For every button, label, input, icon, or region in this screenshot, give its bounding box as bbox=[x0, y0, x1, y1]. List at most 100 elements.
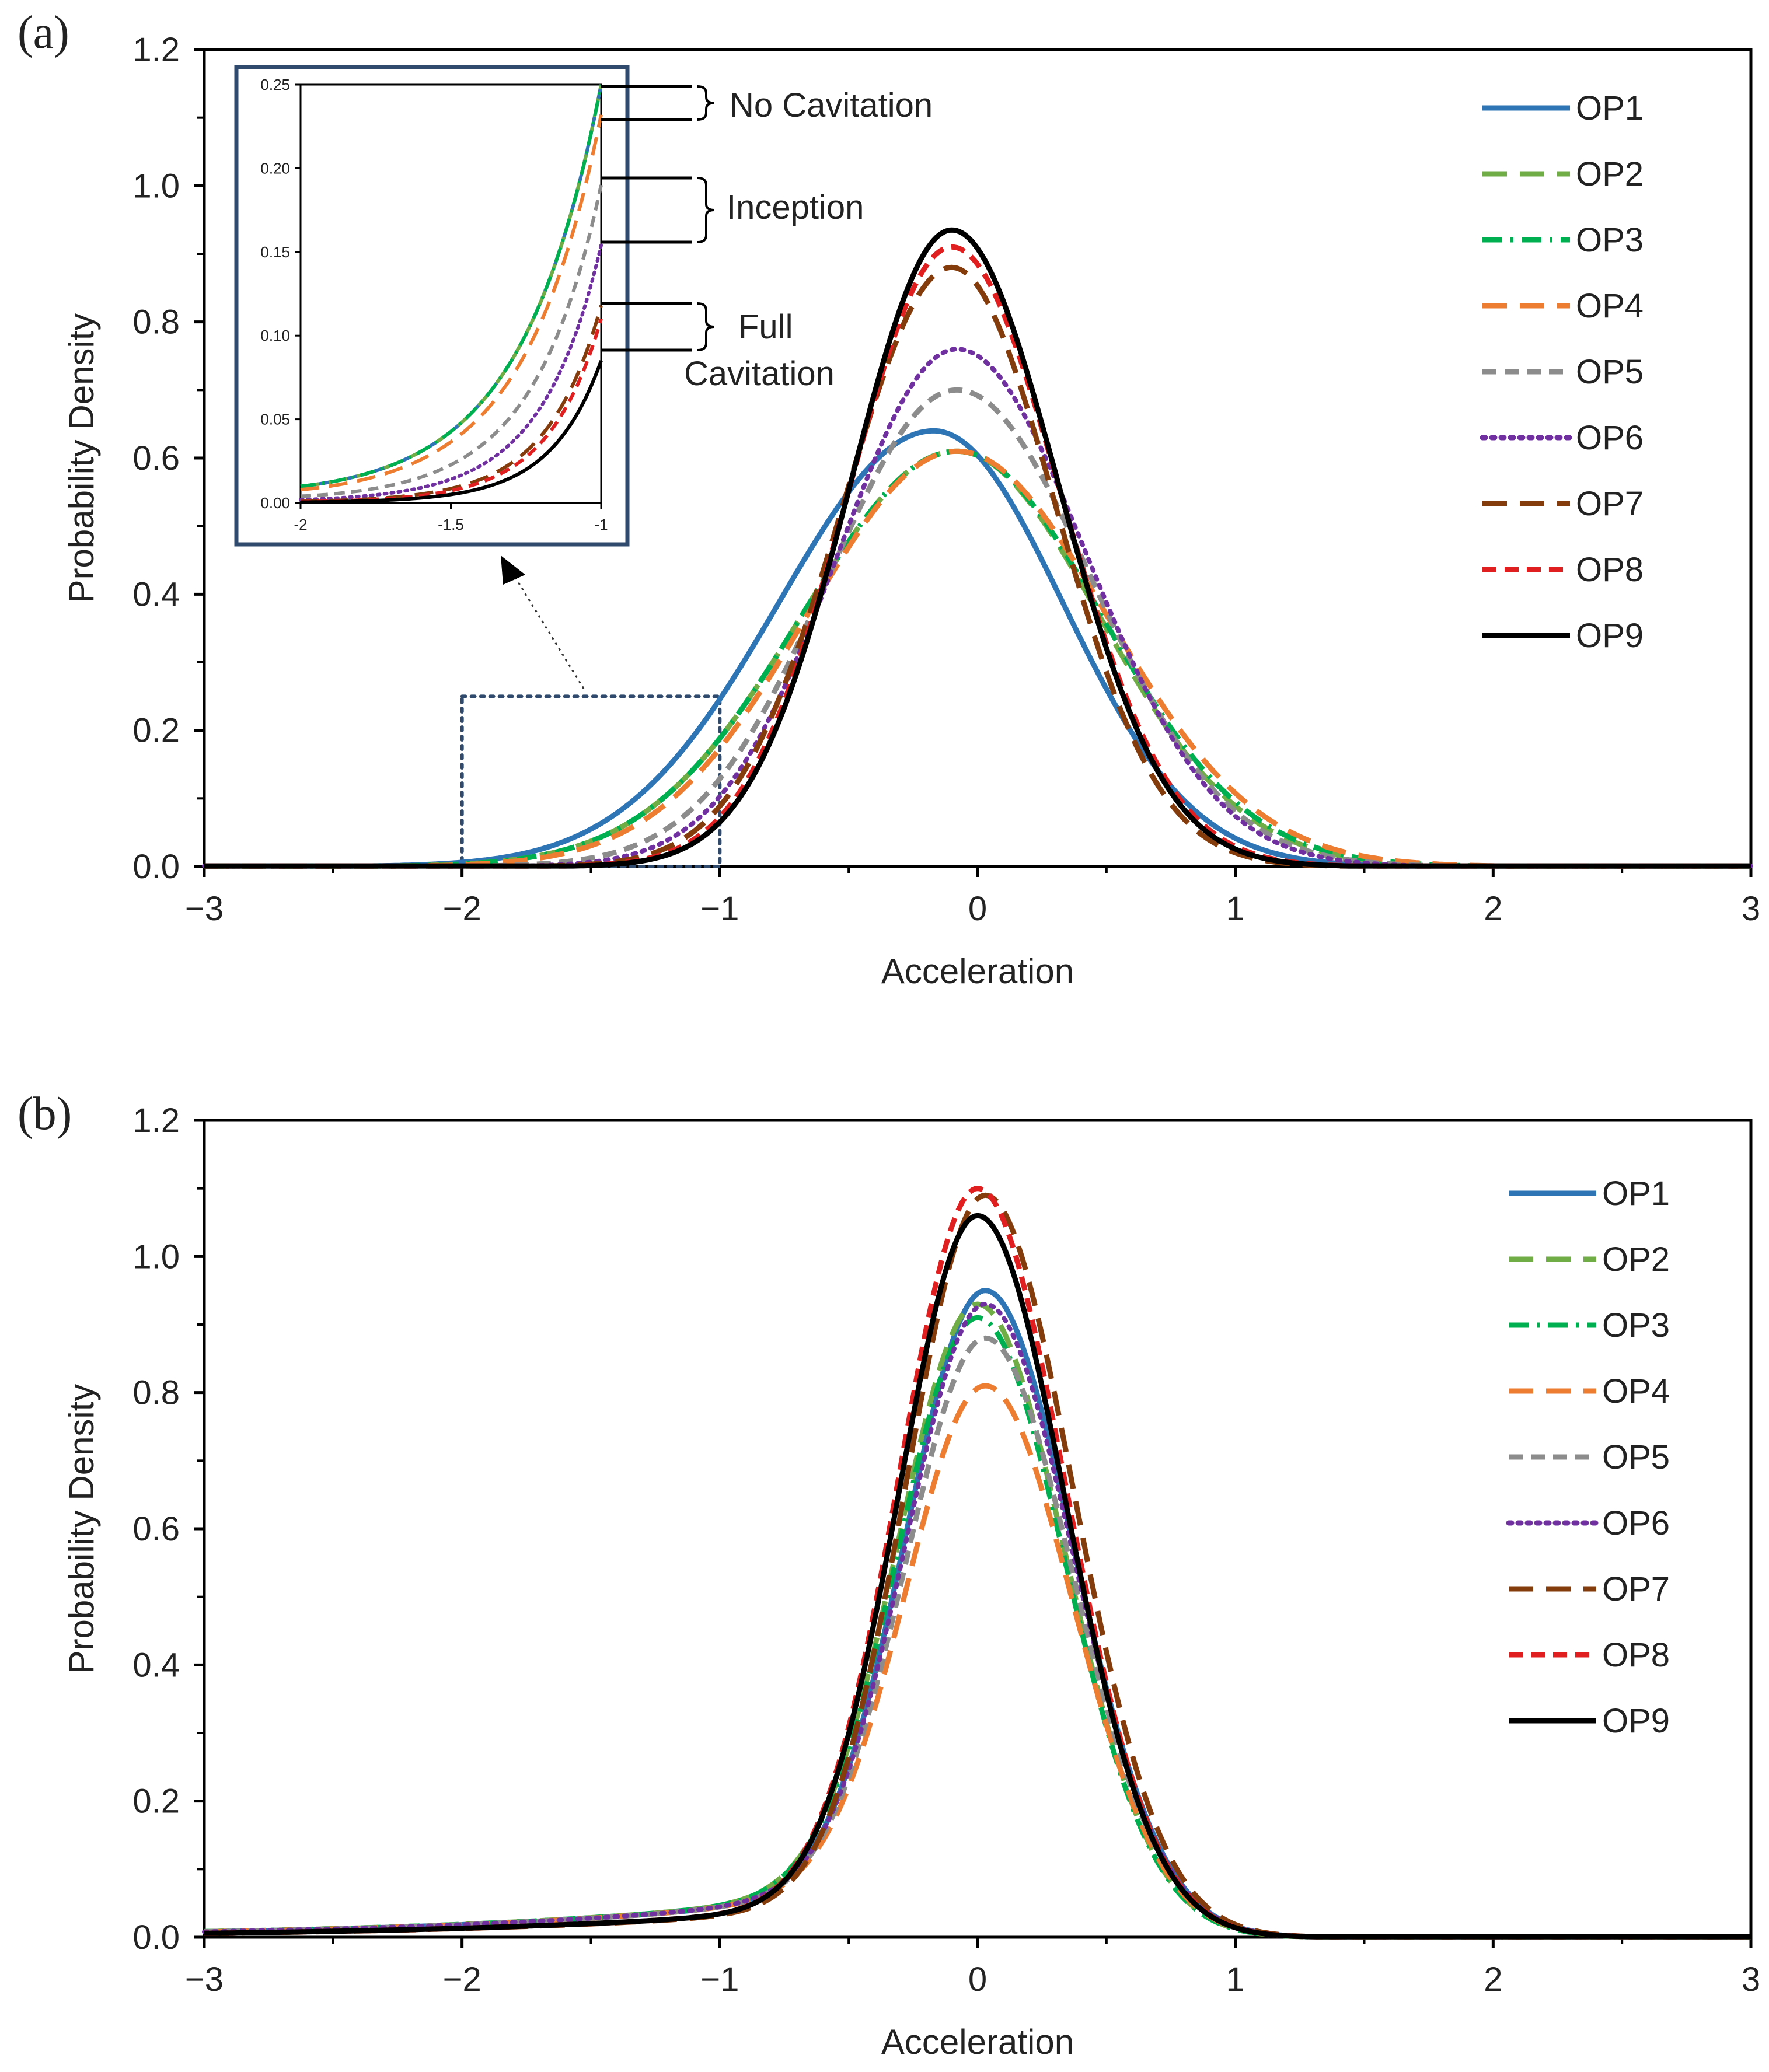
inset-series-op9 bbox=[300, 360, 603, 504]
panel-a-x-tick-label: 0 bbox=[968, 890, 987, 928]
brace-full-cavitation bbox=[697, 302, 715, 351]
panel-a-y-tick-label: 0.8 bbox=[132, 303, 180, 341]
panel-b-legend-label-op4: OP4 bbox=[1602, 1372, 1670, 1410]
panel-a-x-tick-label: 2 bbox=[1484, 890, 1502, 928]
panel-a-x-axis-title: Acceleration bbox=[881, 952, 1074, 991]
panel-b-legend-label-op1: OP1 bbox=[1602, 1175, 1670, 1213]
panel-a-series-op9 bbox=[204, 227, 1751, 869]
panel-a-series-op6 bbox=[202, 347, 1753, 869]
panel-a-legend: OP1 OP2 OP3 OP4 OP5 OP6 OP7 OP8 OP9 bbox=[1480, 89, 1644, 655]
panel-b-legend-label-op9: OP9 bbox=[1602, 1702, 1670, 1740]
panel-a-y-tick-label: 0.0 bbox=[132, 848, 180, 886]
panel-b-plot-frame bbox=[203, 1119, 1753, 1939]
panel-a-legend-label-op5: OP5 bbox=[1576, 353, 1644, 391]
panel-b-x-tick-label: 3 bbox=[1742, 1961, 1760, 1998]
panel-b-legend-label-op7: OP7 bbox=[1602, 1570, 1670, 1608]
panel-b-series-op2 bbox=[204, 1301, 1751, 1940]
panel-b-x-tick-label: 1 bbox=[1226, 1961, 1245, 1998]
panel-a-y-tick-label: 1.0 bbox=[132, 167, 180, 205]
panel-a-legend-label-op6: OP6 bbox=[1576, 419, 1644, 457]
panel-b-series bbox=[202, 1186, 1753, 1940]
panel-a-legend-label-op3: OP3 bbox=[1576, 221, 1644, 259]
panel-a-y-tick-label: 0.4 bbox=[132, 575, 180, 613]
panel-b-y-tick-label: 0.4 bbox=[132, 1646, 180, 1684]
panel-b-x-tick-label: −1 bbox=[700, 1961, 739, 1998]
annotation-full: Full bbox=[738, 308, 793, 346]
panel-b-series-op4 bbox=[204, 1383, 1751, 1940]
panel-b-axes: −3 −2 −1 0 1 2 3 0.0 0.2 0.4 0.6 0.8 1.0 1.2 bbox=[132, 1102, 1760, 1998]
panel-a-legend-label-op2: OP2 bbox=[1576, 155, 1644, 193]
inset-x-tick-label: -1.5 bbox=[438, 516, 464, 533]
inset-series-op6 bbox=[299, 243, 603, 502]
inset-series-op5 bbox=[300, 184, 603, 498]
inset-series-op3 bbox=[300, 84, 603, 488]
panel-b-label: (b) bbox=[18, 1088, 72, 1140]
annotation-cavitation: Cavitation bbox=[684, 355, 835, 393]
panel-a-legend-label-op1: OP1 bbox=[1576, 89, 1644, 127]
panel-a: (a) −3 −2 −1 0 1 2 3 0.0 0.2 0.4 0.6 0.8 1.0 1.2 Acce… bbox=[18, 7, 1760, 991]
panel-a-series bbox=[202, 227, 1753, 869]
panel-a-x-tick-label: −2 bbox=[443, 890, 481, 928]
inset-y-tick-label: 0.05 bbox=[260, 411, 290, 428]
inset-x-tick-label: -1 bbox=[594, 516, 608, 533]
panel-b-legend-label-op6: OP6 bbox=[1602, 1504, 1670, 1542]
zoom-arrow-line bbox=[512, 574, 585, 689]
panel-b-x-tick-label: −2 bbox=[443, 1961, 481, 1998]
panel-a-y-tick-label: 0.2 bbox=[132, 712, 180, 750]
cavitation-annotations: No Cavitation Inception Full Cavitation bbox=[601, 85, 933, 393]
annotation-inception: Inception bbox=[727, 188, 864, 226]
panel-a-label: (a) bbox=[18, 7, 69, 58]
panel-b-x-tick-label: 0 bbox=[968, 1961, 987, 1998]
panel-b-legend-label-op8: OP8 bbox=[1602, 1636, 1670, 1674]
panel-b-legend-label-op5: OP5 bbox=[1602, 1438, 1670, 1476]
brace-inception bbox=[697, 177, 715, 243]
panel-b-x-tick-label: −3 bbox=[185, 1961, 224, 1998]
inset-series-op4 bbox=[300, 114, 603, 492]
panel-b-x-axis-title: Acceleration bbox=[881, 2022, 1074, 2061]
panel-a-legend-label-op8: OP8 bbox=[1576, 551, 1644, 589]
inset-y-tick-label: 0.00 bbox=[260, 494, 290, 512]
inset-zoom: -2 -1.5 -1 0.00 0.05 0.10 0.15 0.20 0.25 bbox=[234, 65, 630, 547]
panel-b-legend-label-op3: OP3 bbox=[1602, 1306, 1670, 1344]
zoom-arrow-head bbox=[501, 555, 525, 585]
zoom-region bbox=[460, 555, 722, 869]
brace-no-cavitation bbox=[697, 85, 715, 121]
inset-series-op7 bbox=[301, 305, 603, 504]
panel-b-y-tick-label: 0.8 bbox=[132, 1374, 180, 1412]
panel-b-series-op5 bbox=[204, 1335, 1751, 1940]
inset-y-tick-label: 0.25 bbox=[260, 76, 290, 93]
panel-b-y-tick-label: 0.6 bbox=[132, 1510, 180, 1548]
inset-y-tick-label: 0.20 bbox=[260, 159, 290, 177]
panel-b-series-op6 bbox=[202, 1301, 1753, 1940]
panel-a-y-axis-title: Probability Density bbox=[62, 313, 101, 603]
zoom-region-box bbox=[460, 694, 722, 869]
panel-b-series-op8 bbox=[204, 1186, 1751, 1940]
inset-y-tick-label: 0.15 bbox=[260, 243, 290, 261]
inset-x-tick-label: -2 bbox=[294, 516, 307, 533]
panel-b-y-tick-label: 0.0 bbox=[132, 1919, 180, 1956]
panel-a-y-tick-label: 1.2 bbox=[132, 31, 180, 69]
panel-a-y-tick-label: 0.6 bbox=[132, 439, 180, 477]
panel-a-axes: −3 −2 −1 0 1 2 3 0.0 0.2 0.4 0.6 0.8 1.0 1.2 bbox=[132, 31, 1760, 928]
panel-b-y-tick-label: 1.0 bbox=[132, 1238, 180, 1276]
panel-b-series-op3 bbox=[204, 1315, 1751, 1940]
panel-b-legend-label-op2: OP2 bbox=[1602, 1241, 1670, 1278]
panel-a-legend-label-op7: OP7 bbox=[1576, 485, 1644, 523]
panel-b-x-tick-label: 2 bbox=[1484, 1961, 1502, 1998]
panel-a-legend-label-op9: OP9 bbox=[1576, 617, 1644, 655]
panel-a-legend-label-op4: OP4 bbox=[1576, 287, 1644, 325]
panel-a-x-tick-label: −3 bbox=[185, 890, 224, 928]
panel-b-y-tick-label: 1.2 bbox=[132, 1102, 180, 1140]
panel-a-x-tick-label: −1 bbox=[700, 890, 739, 928]
panel-b-legend: OP1 OP2 OP3 OP4 OP5 OP6 OP7 OP8 OP9 bbox=[1506, 1175, 1670, 1740]
panel-b-y-tick-label: 0.2 bbox=[132, 1783, 180, 1821]
inset-y-tick-label: 0.10 bbox=[260, 327, 290, 344]
inset-border bbox=[234, 65, 630, 547]
annotation-no-cavitation: No Cavitation bbox=[730, 86, 933, 124]
panel-b-series-op9 bbox=[204, 1213, 1751, 1940]
panel-a-x-tick-label: 1 bbox=[1226, 890, 1245, 928]
panel-b-y-axis-title: Probability Density bbox=[62, 1384, 101, 1674]
inset-series-op2 bbox=[300, 84, 603, 488]
panel-b: (b) −3 −2 −1 0 1 2 3 0.0 0.2 0.4 0.6 0.8 1.0 1.2 Acce… bbox=[18, 1088, 1760, 2061]
